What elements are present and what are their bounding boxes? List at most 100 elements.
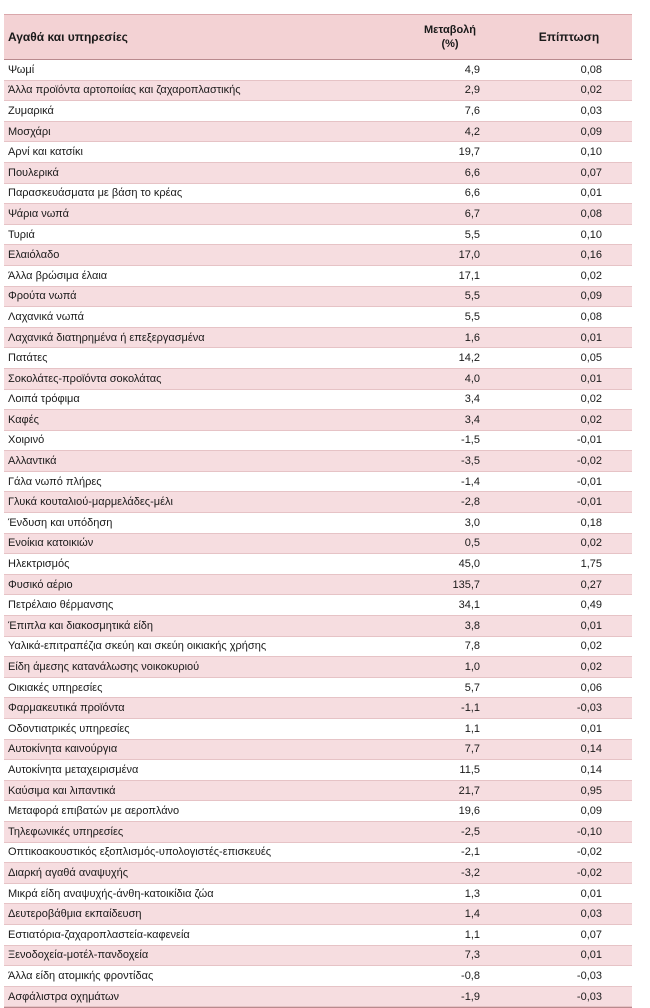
row-impact: 0,18 [580, 516, 602, 529]
row-impact: 0,09 [580, 290, 602, 303]
row-impact: -0,03 [576, 969, 602, 982]
row-change: -2,8 [461, 496, 480, 509]
row-change: 21,7 [458, 784, 480, 797]
table-row: Άλλα είδη ατομικής φροντίδας -0,8 -0,03 [4, 966, 632, 987]
table-row: Ελαιόλαδο 17,0 0,16 [4, 245, 632, 266]
row-impact: -0,01 [576, 475, 602, 488]
row-item: Αρνί και κατσίκι [8, 146, 83, 159]
header-impact: Επίπτωση [538, 30, 600, 44]
table-row: Οπτικοακουστικός εξοπλισμός-υπολογιστές-… [4, 842, 632, 864]
table-header: Αγαθά και υπηρεσίες Μεταβολή (%) Επίπτωσ… [4, 14, 632, 60]
table-row: Άλλα βρώσιμα έλαια 17,1 0,02 [4, 265, 632, 287]
row-item: Καφές [8, 413, 39, 426]
row-impact: 0,01 [580, 887, 602, 900]
table-row: Διαρκή αγαθά αναψυχής -3,2 -0,02 [4, 863, 632, 884]
row-item: Πουλερικά [8, 166, 59, 179]
table-row: Καφές 3,4 0,02 [4, 410, 632, 431]
row-item: Τηλεφωνικές υπηρεσίες [8, 825, 124, 838]
row-impact: 0,09 [580, 125, 602, 138]
row-change: 5,7 [464, 681, 480, 694]
row-item: Σοκολάτες-προϊόντα σοκολάτας [8, 372, 162, 385]
row-item: Διαρκή αγαθά αναψυχής [8, 866, 129, 879]
row-impact: 0,02 [580, 413, 602, 426]
table-row: Ασφάλιστρα οχημάτων -1,9 -0,03 [4, 986, 632, 1008]
row-change: 7,6 [464, 104, 480, 117]
table-row: Ζυμαρικά 7,6 0,03 [4, 101, 632, 122]
row-change: 4,2 [464, 125, 480, 138]
table-row: Αυτοκίνητα μεταχειρισμένα 11,5 0,14 [4, 760, 632, 781]
row-impact: -0,02 [576, 866, 602, 879]
table-row: Ηλεκτρισμός 45,0 1,75 [4, 554, 632, 575]
table-row: Ψάρια νωπά 6,7 0,08 [4, 204, 632, 225]
row-change: 2,9 [464, 84, 480, 97]
price-changes-table: Αγαθά και υπηρεσίες Μεταβολή (%) Επίπτωσ… [4, 14, 632, 1008]
row-change: 3,0 [464, 516, 480, 529]
row-item: Γλυκά κουταλιού-μαρμελάδες-μέλι [8, 496, 173, 509]
row-change: 3,4 [464, 413, 480, 426]
row-impact: 0,01 [580, 372, 602, 385]
row-impact: 0,49 [580, 599, 602, 612]
row-impact: 0,05 [580, 352, 602, 365]
row-item: Καύσιμα και λιπαντικά [8, 784, 116, 797]
table-row: Γλυκά κουταλιού-μαρμελάδες-μέλι -2,8 -0,01 [4, 492, 632, 514]
row-impact: 0,07 [580, 928, 602, 941]
row-impact: 0,07 [580, 166, 602, 179]
row-impact: 0,03 [580, 908, 602, 921]
row-item: Πετρέλαιο θέρμανσης [8, 599, 114, 612]
table-row: Ψωμί 4,9 0,08 [4, 60, 632, 81]
row-impact: -0,02 [576, 846, 602, 859]
row-impact: 0,08 [580, 63, 602, 76]
row-change: 1,1 [464, 928, 480, 941]
row-change: 14,2 [458, 352, 480, 365]
row-impact: 0,09 [580, 805, 602, 818]
row-change: 34,1 [458, 599, 480, 612]
table-row: Υαλικά-επιτραπέζια σκεύη και σκεύη οικια… [4, 636, 632, 658]
row-item: Ξενοδοχεία-μοτέλ-πανδοχεία [8, 949, 149, 962]
table-row: Χοιρινό -1,5 -0,01 [4, 430, 632, 452]
row-impact: 0,08 [580, 310, 602, 323]
row-impact: 0,16 [580, 249, 602, 262]
row-item: Εστιατόρια-ζαχαροπλαστεία-καφενεία [8, 928, 190, 941]
row-change: 135,7 [452, 578, 480, 591]
row-item: Λαχανικά νωπά [8, 310, 84, 323]
row-impact: 0,02 [580, 269, 602, 282]
row-impact: -0,02 [576, 455, 602, 468]
row-change: 3,8 [464, 619, 480, 632]
table-row: Οδοντιατρικές υπηρεσίες 1,1 0,01 [4, 719, 632, 740]
row-impact: -0,10 [576, 825, 602, 838]
table-row: Άλλα προϊόντα αρτοποιίας και ζαχαροπλαστ… [4, 80, 632, 102]
row-change: -1,9 [461, 990, 480, 1003]
row-item: Έπιπλα και διακοσμητικά είδη [8, 619, 154, 632]
row-change: 19,7 [458, 146, 480, 159]
header-item: Αγαθά και υπηρεσίες [8, 30, 128, 44]
table-row: Φρούτα νωπά 5,5 0,09 [4, 286, 632, 308]
row-item: Μεταφορά επιβατών με αεροπλάνο [8, 805, 180, 818]
row-impact: 0,95 [580, 784, 602, 797]
row-change: 19,6 [458, 805, 480, 818]
table-row: Μικρά είδη αναψυχής-άνθη-κατοικίδια ζώα 1… [4, 883, 632, 905]
row-item: Οικιακές υπηρεσίες [8, 681, 103, 694]
row-impact: -0,03 [576, 702, 602, 715]
table-row: Ξενοδοχεία-μοτέλ-πανδοχεία 7,3 0,01 [4, 945, 632, 967]
row-change: -0,8 [461, 969, 480, 982]
row-impact: 0,10 [580, 146, 602, 159]
table-row: Ενοίκια κατοικιών 0,5 0,02 [4, 533, 632, 555]
row-item: Λαχανικά διατηρημένα ή επεξεργασμένα [8, 331, 205, 344]
row-item: Αυτοκίνητα μεταχειρισμένα [8, 763, 139, 776]
row-change: -2,1 [461, 846, 480, 859]
table-row: Πουλερικά 6,6 0,07 [4, 162, 632, 184]
row-impact: -0,03 [576, 990, 602, 1003]
table-row: Τυριά 5,5 0,10 [4, 224, 632, 246]
table-row: Λοιπά τρόφιμα 3,4 0,02 [4, 389, 632, 411]
row-item: Μοσχάρι [8, 125, 51, 138]
table-row: Παρασκευάσματα με βάση το κρέας 6,6 0,01 [4, 183, 632, 205]
row-item: Άλλα προϊόντα αρτοποιίας και ζαχαροπλαστ… [8, 84, 241, 97]
row-item: Ασφάλιστρα οχημάτων [8, 990, 120, 1003]
row-change: -1,4 [461, 475, 480, 488]
row-change: 6,6 [464, 187, 480, 200]
row-item: Μικρά είδη αναψυχής-άνθη-κατοικίδια ζώα [8, 887, 214, 900]
row-item: Φαρμακευτικά προϊόντα [8, 702, 125, 715]
header-change: Μεταβολή (%) [394, 23, 506, 51]
row-item: Φυσικό αέριο [8, 578, 73, 591]
table-row: Φαρμακευτικά προϊόντα -1,1 -0,03 [4, 698, 632, 719]
